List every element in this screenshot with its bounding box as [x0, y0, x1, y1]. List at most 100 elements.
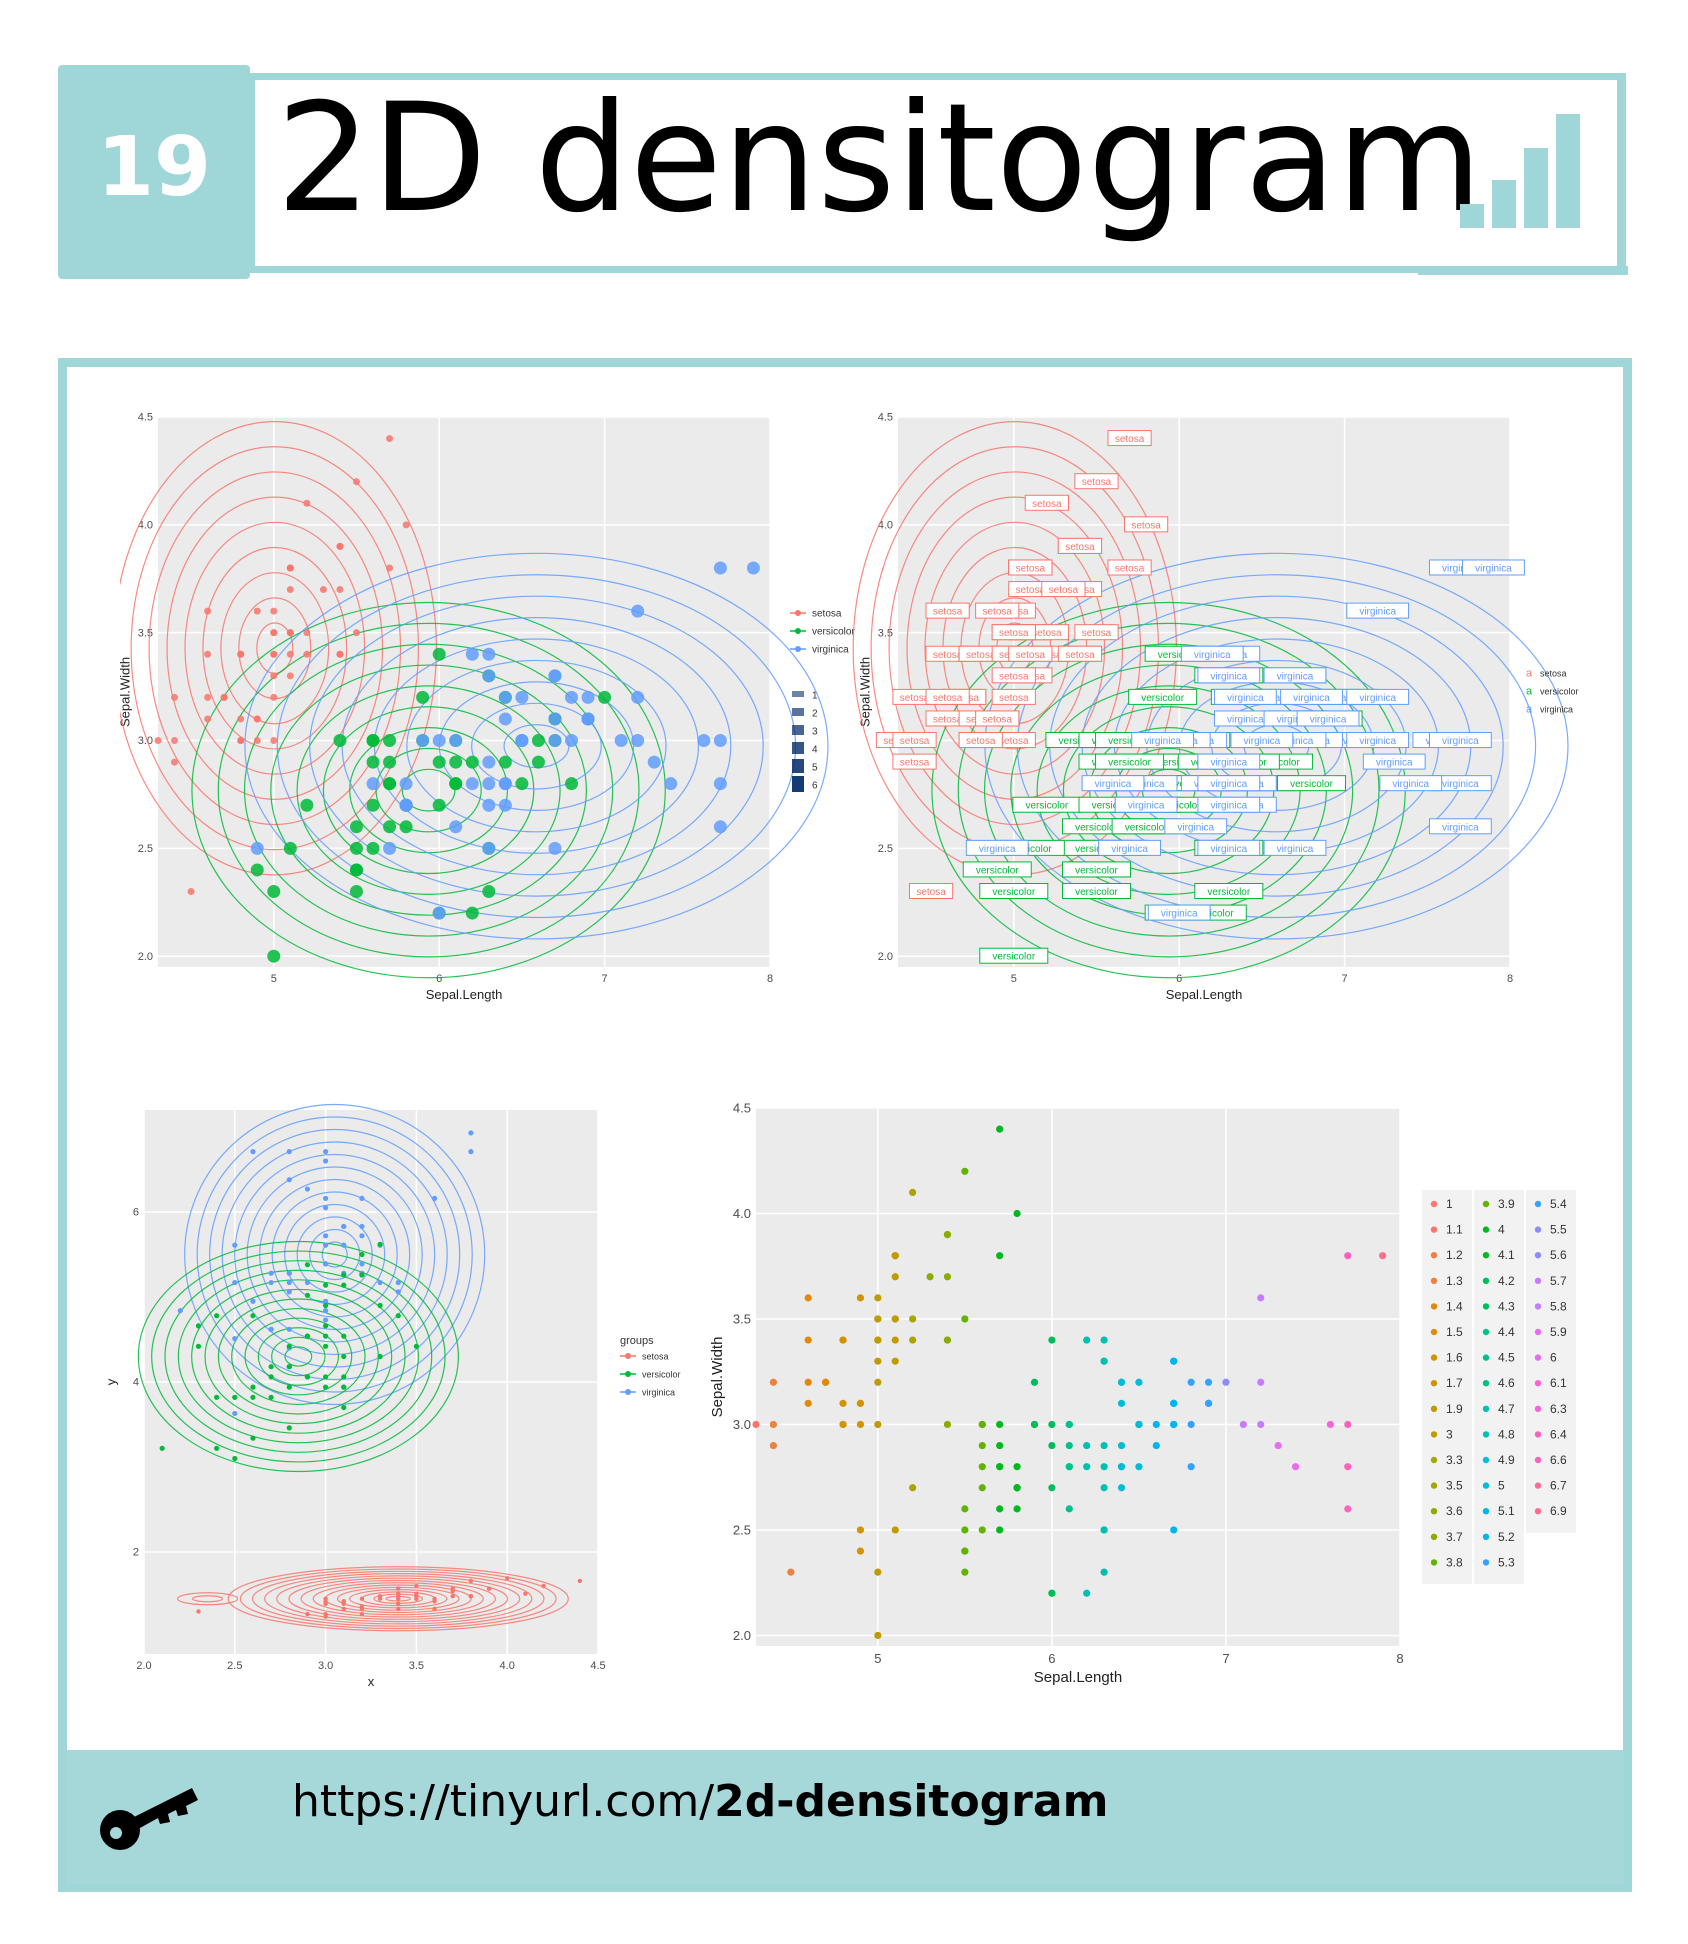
point-label: versicolor [1158, 650, 1201, 661]
density-contour [239, 1568, 557, 1630]
legend-key [1534, 1354, 1542, 1361]
legend-label: 6.7 [1550, 1479, 1567, 1493]
data-point [237, 737, 245, 745]
data-point [531, 755, 545, 769]
density-contour [191, 601, 666, 979]
point-label: setosa [999, 628, 1029, 639]
data-point [874, 1631, 882, 1640]
data-point [341, 1242, 347, 1248]
data-point [267, 949, 281, 963]
point-label: versicolor [1141, 693, 1184, 704]
data-point [204, 607, 212, 615]
legend-key-dot [795, 610, 801, 616]
data-point [323, 1384, 329, 1390]
data-point [891, 1526, 899, 1534]
data-point [366, 755, 380, 769]
legend-label: 5.6 [1550, 1248, 1567, 1262]
legend-label: 4 [812, 745, 818, 756]
x-tick-label: 5 [1011, 973, 1017, 985]
data-point [414, 1591, 419, 1596]
point-label-box [1131, 732, 1195, 749]
data-point [631, 604, 645, 618]
density-contour [251, 1570, 545, 1627]
data-point [961, 1526, 969, 1534]
data-point [399, 777, 413, 791]
data-point [171, 737, 179, 745]
data-point [482, 798, 496, 812]
data-point [383, 755, 397, 769]
legend-key [792, 776, 804, 792]
legend-key [1482, 1354, 1490, 1361]
data-point [323, 1233, 329, 1239]
data-point [304, 1262, 311, 1268]
point-label-box [1197, 753, 1261, 770]
data-point [664, 777, 678, 791]
data-point [253, 737, 261, 745]
data-point [1239, 1420, 1247, 1429]
legend-column-bg [1526, 1190, 1576, 1533]
legend-label: 2 [812, 709, 818, 720]
legend-key [1430, 1303, 1438, 1310]
legend-label: 5.9 [1550, 1325, 1567, 1339]
data-point [232, 1394, 238, 1400]
y-tick-label: 2.0 [878, 951, 893, 963]
data-point [1257, 1294, 1265, 1302]
data-point [416, 734, 430, 748]
data-point [746, 561, 760, 575]
legend-key-dot [795, 646, 801, 652]
data-point [465, 647, 479, 661]
data-point [171, 693, 179, 701]
data-point [286, 1343, 292, 1349]
data-point [396, 1586, 401, 1591]
data-point [891, 1315, 899, 1323]
data-point [341, 1606, 346, 1612]
footer-link[interactable]: https://tinyurl.com/2d-densitogram [292, 1776, 1109, 1827]
point-label: virginica [1227, 714, 1264, 725]
data-point [505, 1576, 510, 1581]
data-point [366, 798, 380, 812]
data-point [377, 1279, 383, 1286]
point-label-box [1197, 839, 1261, 856]
data-point [319, 586, 327, 594]
data-point [1378, 1252, 1387, 1260]
point-label: setosa [1082, 477, 1112, 488]
data-point [336, 586, 344, 594]
data-point [402, 521, 410, 529]
data-point [323, 1308, 329, 1314]
y-axis-title: Sepal.Width [120, 657, 132, 727]
legend-key [1482, 1533, 1490, 1540]
data-point [1065, 1441, 1073, 1450]
data-point [250, 1298, 256, 1304]
point-label: setosa [983, 714, 1013, 725]
point-label: versicolor [1125, 822, 1168, 833]
data-point [305, 1611, 310, 1617]
point-label-box [1057, 645, 1103, 662]
data-point [541, 1583, 546, 1589]
data-point [839, 1420, 847, 1429]
y-tick-label: 2.5 [878, 843, 893, 855]
data-point [961, 1167, 969, 1175]
data-point [300, 798, 314, 812]
data-point [154, 737, 162, 745]
legend-label: 6 [812, 781, 818, 792]
legend-label: 5.1 [1498, 1504, 1515, 1518]
data-point [286, 1177, 292, 1183]
data-point [286, 564, 294, 572]
point-label: setosa [1049, 585, 1079, 596]
data-point [250, 1394, 256, 1400]
data-point [303, 650, 311, 658]
legend-key [792, 708, 804, 716]
point-label-box [991, 688, 1036, 705]
data-point [1030, 1378, 1039, 1386]
data-point [268, 1364, 274, 1370]
slide-number: 19 [96, 120, 212, 215]
data-point [961, 1547, 969, 1555]
data-point [432, 755, 446, 769]
data-point [961, 1315, 969, 1323]
data-point [341, 1404, 347, 1411]
density-contour [202, 546, 348, 750]
legend-key [1482, 1200, 1490, 1208]
legend-key [1482, 1456, 1490, 1464]
density-contour [244, 1317, 353, 1396]
data-point [377, 1596, 383, 1601]
